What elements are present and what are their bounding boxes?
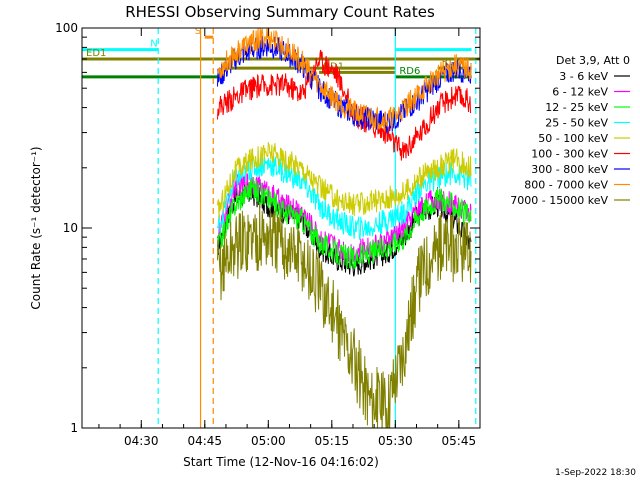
x-tick-label: 05:00 <box>251 434 286 448</box>
y-tick-label: 1 <box>70 421 78 435</box>
flag-label-rd1: RD1 <box>323 61 344 72</box>
series-line-4 <box>217 142 472 220</box>
legend-entry-label: 12 - 25 keV <box>545 101 608 114</box>
series-line-8 <box>217 203 472 428</box>
x-tick-label: 04:45 <box>187 434 222 448</box>
flag-label-rd6: RD6 <box>399 66 420 77</box>
legend-entry-label: 50 - 100 keV <box>538 132 608 145</box>
date-stamp: 1-Sep-2022 18:30 <box>555 468 636 478</box>
legend-entry-label: 7000 - 15000 keV <box>510 194 608 207</box>
flag-label-s: S <box>195 26 201 37</box>
legend: Det 3,9, Att 0 3 - 6 keV 6 - 12 keV 12 - 2… <box>510 54 630 207</box>
y-tick-label: 100 <box>55 21 78 35</box>
series-line-5 <box>217 49 472 161</box>
series-line-7 <box>217 28 472 133</box>
flag-label-n: N <box>150 39 157 50</box>
x-tick-label: 04:30 <box>124 434 159 448</box>
x-axis-label: Start Time (12-Nov-16 04:16:02) <box>183 455 379 469</box>
legend-entry-label: 3 - 6 keV <box>559 70 608 83</box>
legend-entry-label: 100 - 300 keV <box>531 148 608 161</box>
legend-header: Det 3,9, Att 0 <box>556 54 630 67</box>
y-axis-label: Count Rate (s⁻¹ detector⁻¹) <box>29 146 43 309</box>
x-tick-label: 05:30 <box>378 434 413 448</box>
legend-entry-label: 800 - 7000 keV <box>524 179 608 192</box>
x-tick-label: 05:45 <box>442 434 477 448</box>
x-tick-label: 05:15 <box>315 434 350 448</box>
flag-label-ed1: ED1 <box>86 48 106 59</box>
series-lines <box>217 28 472 428</box>
chart-title: RHESSI Observing Summary Count Rates <box>125 3 435 21</box>
y-axis-ticks: 1 10 100 <box>55 21 480 435</box>
y-tick-label: 10 <box>63 221 78 235</box>
x-axis-ticks: 04:30 04:45 05:00 05:15 05:30 05:45 <box>98 28 481 448</box>
legend-entry-label: 300 - 800 keV <box>531 163 608 176</box>
legend-entry-label: 6 - 12 keV <box>552 86 608 99</box>
vertical-lines <box>157 28 477 428</box>
legend-entry-label: 25 - 50 keV <box>545 117 608 130</box>
